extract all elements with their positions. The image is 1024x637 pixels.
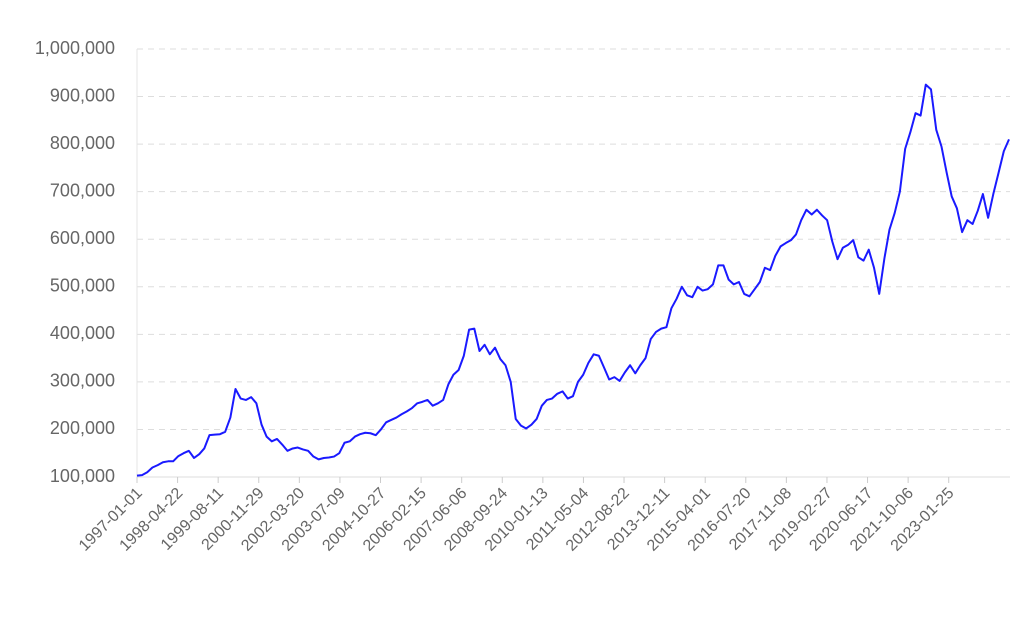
y-tick-label: 900,000 — [50, 85, 115, 105]
y-tick-label: 800,000 — [50, 133, 115, 153]
y-tick-label: 500,000 — [50, 276, 115, 296]
y-tick-label: 300,000 — [50, 371, 115, 391]
y-tick-label: 700,000 — [50, 180, 115, 200]
y-tick-label: 600,000 — [50, 228, 115, 248]
y-tick-label: 400,000 — [50, 323, 115, 343]
data-line — [136, 83, 1010, 477]
y-tick-label: 100,000 — [50, 466, 115, 486]
y-tick-label: 1,000,000 — [35, 38, 115, 58]
y-tick-label: 200,000 — [50, 418, 115, 438]
